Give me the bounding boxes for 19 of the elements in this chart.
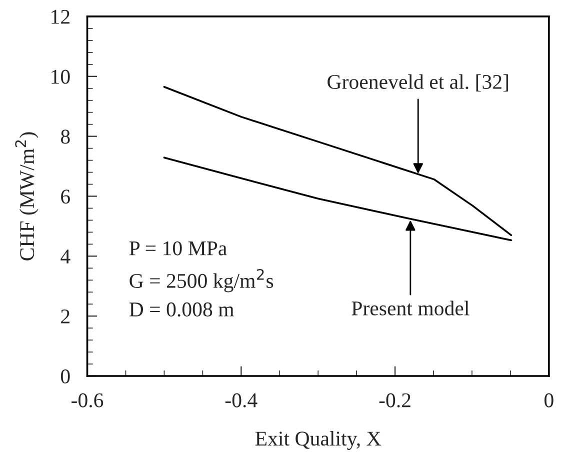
x-axis-title: Exit Quality, X	[255, 431, 381, 450]
y-tick-label: 12	[52, 10, 70, 24]
annotation: Present model	[352, 300, 470, 316]
y-tick-label: 2	[61, 310, 70, 324]
y-axis-title: CHF (MW/m$^{2}$)	[15, 132, 38, 260]
x-tick-label: -0.6	[72, 393, 104, 408]
annotation: G = 2500 kg/m$^{2}$s	[130, 268, 274, 292]
y-tick-label: 0	[60, 369, 70, 384]
y-tick-label: 8	[60, 130, 70, 144]
line-series	[163, 156, 512, 242]
x-tick-label: -0.4	[225, 393, 258, 408]
y-tick-label: 6	[61, 190, 70, 204]
annotation: P = 10 MPa	[129, 241, 227, 256]
y-tick-label: 4	[60, 250, 70, 264]
x-tick-label: 0	[544, 393, 554, 408]
annotation: Groeneveld et al. [32]	[328, 74, 508, 92]
annotation: D = 0.008 m	[129, 302, 234, 317]
y-tick-label: 10	[52, 70, 70, 84]
x-tick-label: -0.2	[379, 393, 410, 408]
